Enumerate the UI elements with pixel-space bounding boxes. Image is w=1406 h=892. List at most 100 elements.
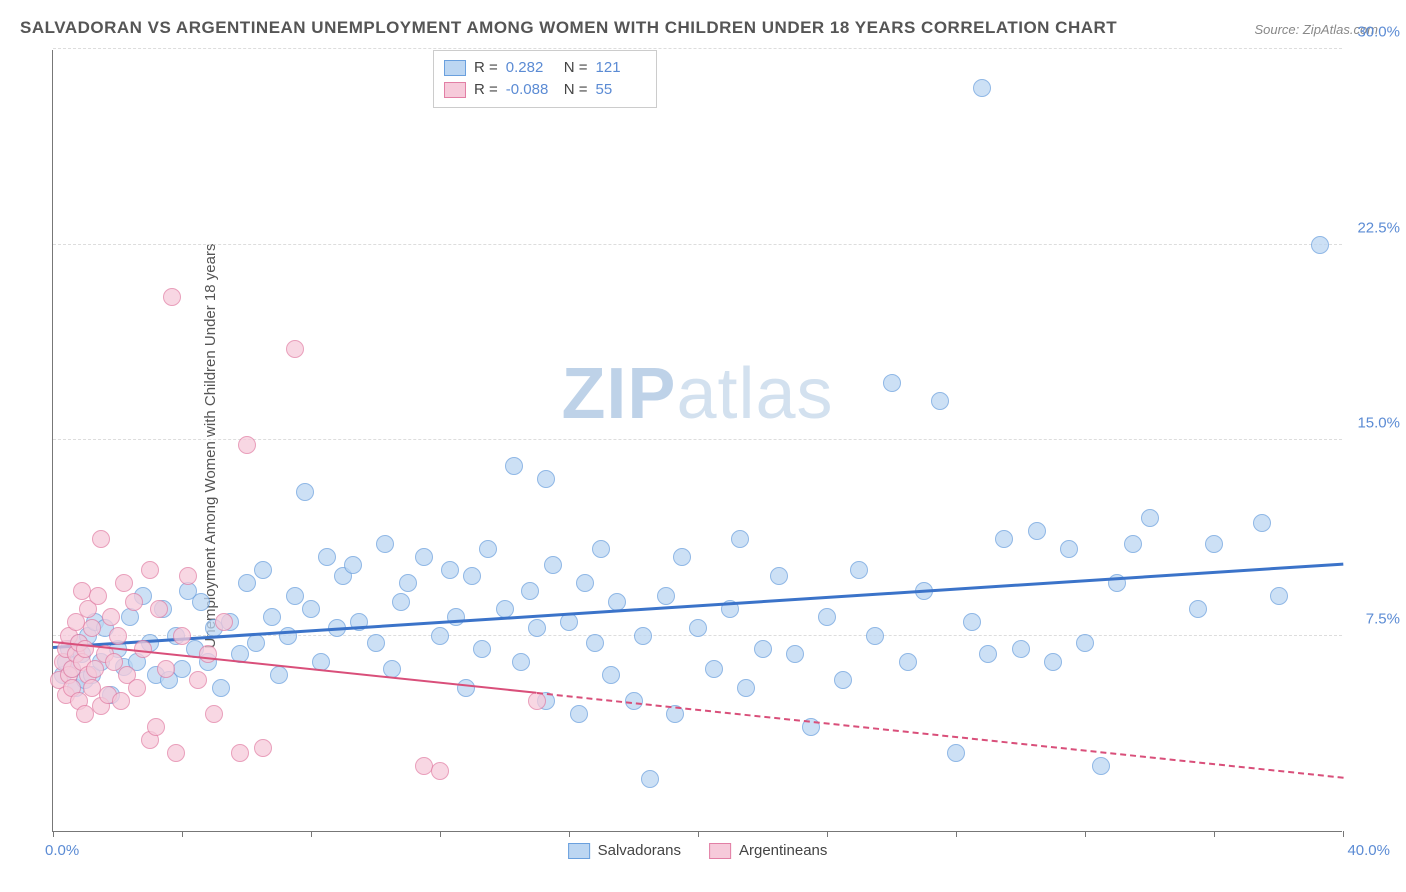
- data-point: [457, 679, 475, 697]
- data-point: [86, 660, 104, 678]
- data-point: [112, 692, 130, 710]
- data-point: [786, 645, 804, 663]
- legend-item: Salvadorans: [568, 842, 681, 859]
- data-point: [121, 608, 139, 626]
- data-point: [115, 574, 133, 592]
- data-point: [931, 392, 949, 410]
- data-point: [1012, 640, 1030, 658]
- legend-item: Argentineans: [709, 842, 827, 859]
- data-point: [818, 608, 836, 626]
- data-point: [1044, 653, 1062, 671]
- x-tick: [698, 831, 699, 837]
- y-tick-label: 15.0%: [1357, 415, 1400, 432]
- x-tick: [1214, 831, 1215, 837]
- data-point: [1253, 514, 1271, 532]
- data-point: [979, 645, 997, 663]
- data-point: [125, 593, 143, 611]
- data-point: [866, 627, 884, 645]
- x-tick: [53, 831, 54, 837]
- data-point: [215, 613, 233, 631]
- data-point: [528, 619, 546, 637]
- data-point: [673, 548, 691, 566]
- data-point: [205, 705, 223, 723]
- legend-row: R =0.282N =121: [444, 57, 646, 79]
- data-point: [570, 705, 588, 723]
- data-point: [367, 634, 385, 652]
- correlation-legend: R =0.282N =121R =-0.088N =55: [433, 50, 657, 108]
- data-point: [512, 653, 530, 671]
- data-point: [247, 634, 265, 652]
- data-point: [521, 582, 539, 600]
- data-point: [1028, 522, 1046, 540]
- data-point: [1060, 540, 1078, 558]
- data-point: [199, 645, 217, 663]
- data-point: [505, 457, 523, 475]
- data-point: [109, 627, 127, 645]
- plot-area: ZIPatlas R =0.282N =121R =-0.088N =55 0.…: [52, 50, 1342, 832]
- data-point: [560, 613, 578, 631]
- data-point: [141, 561, 159, 579]
- data-point: [254, 739, 272, 757]
- data-point: [102, 608, 120, 626]
- data-point: [834, 671, 852, 689]
- data-point: [231, 744, 249, 762]
- data-point: [415, 548, 433, 566]
- data-point: [179, 567, 197, 585]
- data-point: [608, 593, 626, 611]
- data-point: [963, 613, 981, 631]
- data-point: [1311, 236, 1329, 254]
- data-point: [134, 640, 152, 658]
- data-point: [1205, 535, 1223, 553]
- trend-line: [537, 692, 1343, 779]
- x-tick: [956, 831, 957, 837]
- data-point: [192, 593, 210, 611]
- data-point: [279, 627, 297, 645]
- x-tick: [440, 831, 441, 837]
- x-tick: [569, 831, 570, 837]
- data-point: [173, 627, 191, 645]
- gridline: [53, 48, 1342, 49]
- data-point: [473, 640, 491, 658]
- data-point: [92, 530, 110, 548]
- x-tick: [1343, 831, 1344, 837]
- data-point: [254, 561, 272, 579]
- data-point: [634, 627, 652, 645]
- data-point: [263, 608, 281, 626]
- data-point: [238, 574, 256, 592]
- data-point: [189, 671, 207, 689]
- x-tick: [182, 831, 183, 837]
- data-point: [479, 540, 497, 558]
- y-tick-label: 30.0%: [1357, 24, 1400, 41]
- data-point: [150, 600, 168, 618]
- chart-title: SALVADORAN VS ARGENTINEAN UNEMPLOYMENT A…: [20, 18, 1117, 38]
- data-point: [173, 660, 191, 678]
- data-point: [973, 79, 991, 97]
- data-point: [1076, 634, 1094, 652]
- data-point: [947, 744, 965, 762]
- data-point: [157, 660, 175, 678]
- data-point: [147, 718, 165, 736]
- data-point: [238, 436, 256, 454]
- data-point: [163, 288, 181, 306]
- data-point: [376, 535, 394, 553]
- data-point: [995, 530, 1013, 548]
- data-point: [544, 556, 562, 574]
- data-point: [431, 627, 449, 645]
- data-point: [689, 619, 707, 637]
- data-point: [83, 619, 101, 637]
- data-point: [883, 374, 901, 392]
- data-point: [128, 679, 146, 697]
- x-axis-min-label: 0.0%: [45, 842, 79, 859]
- data-point: [302, 600, 320, 618]
- data-point: [212, 679, 230, 697]
- data-point: [592, 540, 610, 558]
- data-point: [1270, 587, 1288, 605]
- data-point: [270, 666, 288, 684]
- x-axis-max-label: 40.0%: [1347, 842, 1390, 859]
- data-point: [602, 666, 620, 684]
- data-point: [850, 561, 868, 579]
- data-point: [537, 470, 555, 488]
- data-point: [344, 556, 362, 574]
- data-point: [770, 567, 788, 585]
- data-point: [399, 574, 417, 592]
